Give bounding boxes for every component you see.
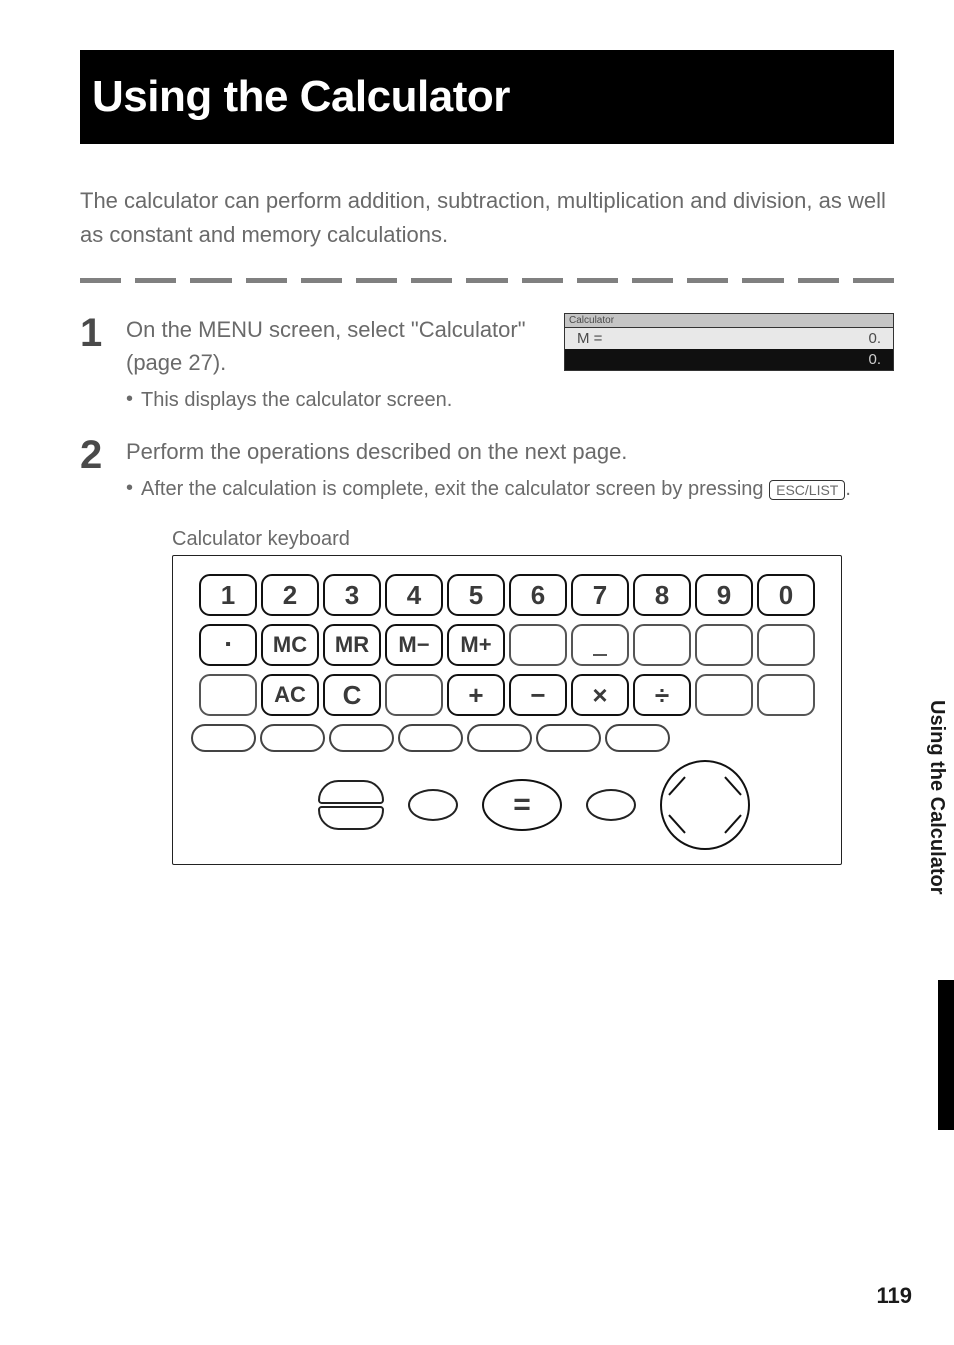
step-2-bullet-suffix: . (845, 478, 851, 500)
page-root: Using the Calculator The calculator can … (0, 0, 954, 1345)
step-1-text: On the MENU screen, select "Calculator" … (126, 313, 540, 379)
key-dot: ▪ (199, 624, 257, 666)
key-small-blank (536, 724, 601, 752)
dashed-divider (80, 278, 894, 283)
key-7: 7 (571, 574, 629, 616)
esc-list-key: ESC/LIST (769, 480, 845, 500)
bullet-icon: • (126, 385, 133, 415)
calc-memory-row: M = 0. (565, 328, 893, 349)
row4-spacer (674, 724, 824, 752)
calc-memory-label: M = (577, 330, 602, 347)
key-small-blank (260, 724, 325, 752)
step-2-text: Perform the operations described on the … (126, 435, 894, 468)
key-mr: MR (323, 624, 381, 666)
oval-key-right (586, 789, 636, 821)
key-ac: AC (261, 674, 319, 716)
key-minus: − (509, 674, 567, 716)
dpad (660, 760, 750, 850)
key-5: 5 (447, 574, 505, 616)
page-number-value: 119 (877, 1283, 913, 1308)
key-small-blank (467, 724, 532, 752)
toggle-key (318, 780, 384, 830)
calc-screen-header: Calculator (565, 314, 893, 328)
key-0: 0 (757, 574, 815, 616)
calculator-keyboard-diagram: 1 2 3 4 5 6 7 8 9 0 ▪ MC MR M− M+ (172, 555, 842, 865)
bullet-icon: • (126, 474, 133, 504)
step-2-bullet-text: After the calculation is complete, exit … (141, 474, 851, 504)
key-blank (385, 674, 443, 716)
keyboard-row-4 (185, 724, 829, 752)
key-small-blank (329, 724, 394, 752)
key-blank (633, 624, 691, 666)
key-blank-underscore (571, 624, 629, 666)
key-m-minus: M− (385, 624, 443, 666)
page-title: Using the Calculator (92, 72, 874, 122)
step-2-bullet: • After the calculation is complete, exi… (126, 474, 894, 504)
keyboard-row-3: AC C + − × ÷ (185, 674, 829, 716)
side-tab: Using the Calculator (920, 700, 954, 1130)
key-9: 9 (695, 574, 753, 616)
key-small-blank (605, 724, 670, 752)
calc-display-row: 0. (565, 349, 893, 370)
step-2-number: 2 (80, 435, 108, 475)
keyboard-bottom-row: = (185, 760, 829, 850)
keyboard-row-1: 1 2 3 4 5 6 7 8 9 0 (185, 574, 829, 616)
key-mc: MC (261, 624, 319, 666)
key-small-blank (191, 724, 256, 752)
step-1-bullet-text: This displays the calculator screen. (141, 385, 452, 415)
key-blank (695, 624, 753, 666)
side-tab-label: Using the Calculator (920, 700, 954, 970)
calc-display-value: 0. (868, 351, 881, 368)
key-blank (199, 674, 257, 716)
key-6: 6 (509, 574, 567, 616)
step-2-bullet-prefix: After the calculation is complete, exit … (141, 478, 769, 500)
key-blank (509, 624, 567, 666)
oval-key-left (408, 789, 458, 821)
key-blank (757, 624, 815, 666)
intro-paragraph: The calculator can perform addition, sub… (80, 184, 894, 252)
key-m-plus: M+ (447, 624, 505, 666)
key-2: 2 (261, 574, 319, 616)
key-blank (695, 674, 753, 716)
key-4: 4 (385, 574, 443, 616)
key-3: 3 (323, 574, 381, 616)
step-2-body: Perform the operations described on the … (126, 435, 894, 865)
page-number: 119 (877, 1283, 913, 1309)
step-1-body: On the MENU screen, select "Calculator" … (126, 313, 894, 415)
step-1-bullet: • This displays the calculator screen. (126, 385, 540, 415)
keyboard-caption: Calculator keyboard (172, 528, 894, 551)
key-plus: + (447, 674, 505, 716)
key-8: 8 (633, 574, 691, 616)
key-c: C (323, 674, 381, 716)
step-1: 1 On the MENU screen, select "Calculator… (80, 313, 894, 415)
key-small-blank (398, 724, 463, 752)
step-1-number: 1 (80, 313, 108, 353)
step-2: 2 Perform the operations described on th… (80, 435, 894, 865)
key-equals: = (482, 779, 562, 831)
calc-memory-value: 0. (868, 330, 881, 347)
keyboard-row-2: ▪ MC MR M− M+ (185, 624, 829, 666)
key-1: 1 (199, 574, 257, 616)
calculator-display-screenshot: Calculator M = 0. 0. (564, 313, 894, 371)
title-bar: Using the Calculator (80, 50, 894, 144)
side-tab-bar (938, 980, 954, 1130)
key-blank (757, 674, 815, 716)
key-divide: ÷ (633, 674, 691, 716)
key-multiply: × (571, 674, 629, 716)
